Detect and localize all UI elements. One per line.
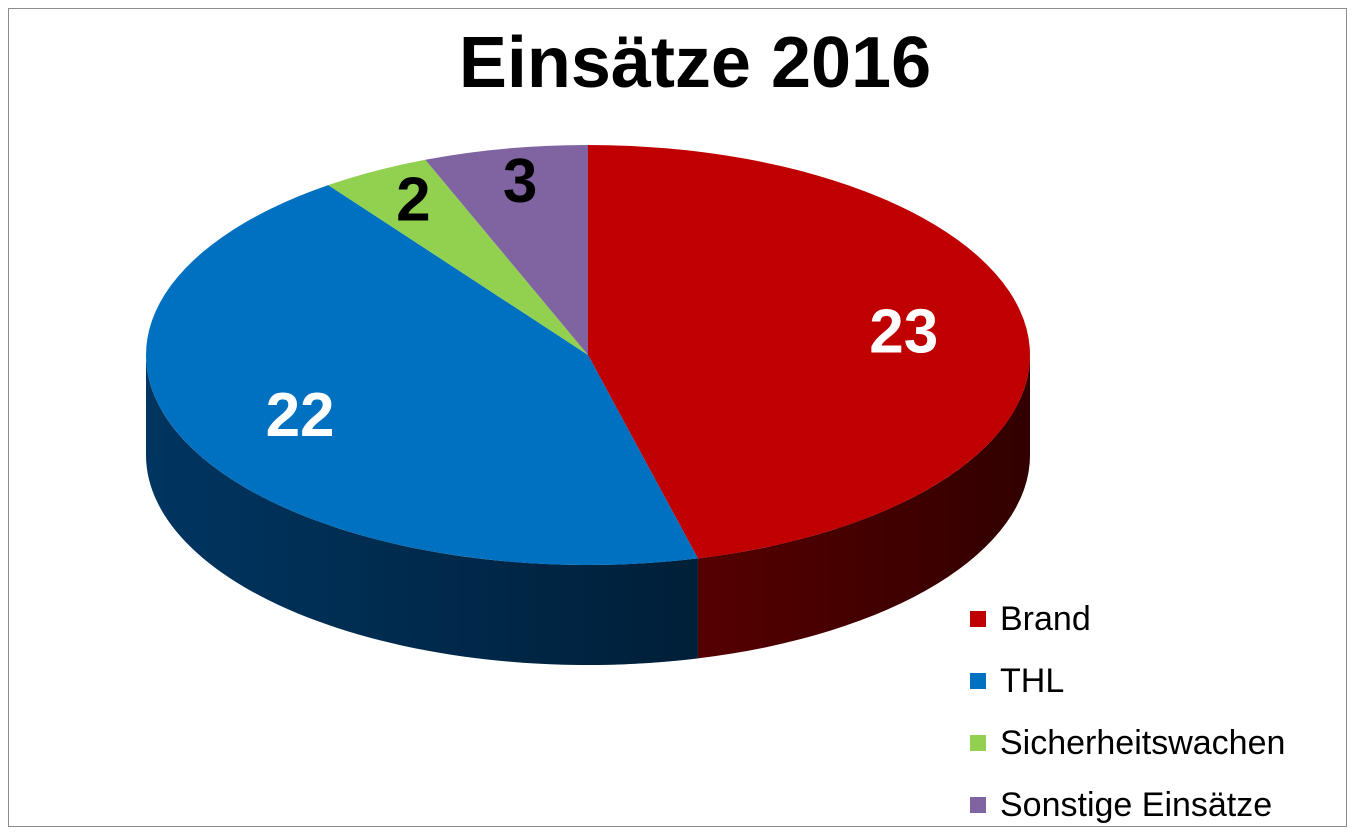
legend-label-brand: Brand — [1000, 599, 1091, 638]
legend-item-thl: THL — [970, 650, 1285, 712]
pie-sides — [146, 355, 1030, 665]
legend-label-sonstige-eins-tze: Sonstige Einsätze — [1000, 785, 1273, 824]
pie-slice-sicherheitswachen — [328, 159, 588, 355]
legend-swatch-sonstige-eins-tze — [970, 797, 986, 813]
pie-slice-sonstige-eins-tze — [425, 145, 588, 355]
legend-swatch-brand — [970, 611, 986, 627]
pie-slice-brand — [588, 144, 1031, 559]
legend-item-sonstige-eins-tze: Sonstige Einsätze — [970, 774, 1285, 836]
chart-title: Einsätze 2016 — [458, 23, 932, 103]
legend-label-sicherheitswachen: Sicherheitswachen — [1000, 723, 1286, 762]
legend-swatch-thl — [970, 673, 986, 689]
pie-side-shade-brand — [697, 355, 1030, 659]
data-label-brand: 23 — [869, 297, 938, 366]
data-label-sicherheitswachen: 2 — [396, 165, 430, 234]
data-label-sonstige-eins-tze: 3 — [503, 147, 537, 216]
data-label-thl: 22 — [266, 381, 335, 450]
legend: Brand THL Sicherheitswachen Sonstige Einsät… — [970, 588, 1285, 836]
legend-item-sicherheitswachen: Sicherheitswachen — [970, 712, 1285, 774]
pie-slice-thl — [145, 185, 698, 566]
legend-item-brand: Brand — [970, 588, 1285, 650]
legend-swatch-sicherheitswachen — [970, 735, 986, 751]
pie-tops — [145, 144, 1031, 566]
legend-label-thl: THL — [1000, 661, 1065, 700]
pie-side-shade-thl — [146, 355, 698, 665]
